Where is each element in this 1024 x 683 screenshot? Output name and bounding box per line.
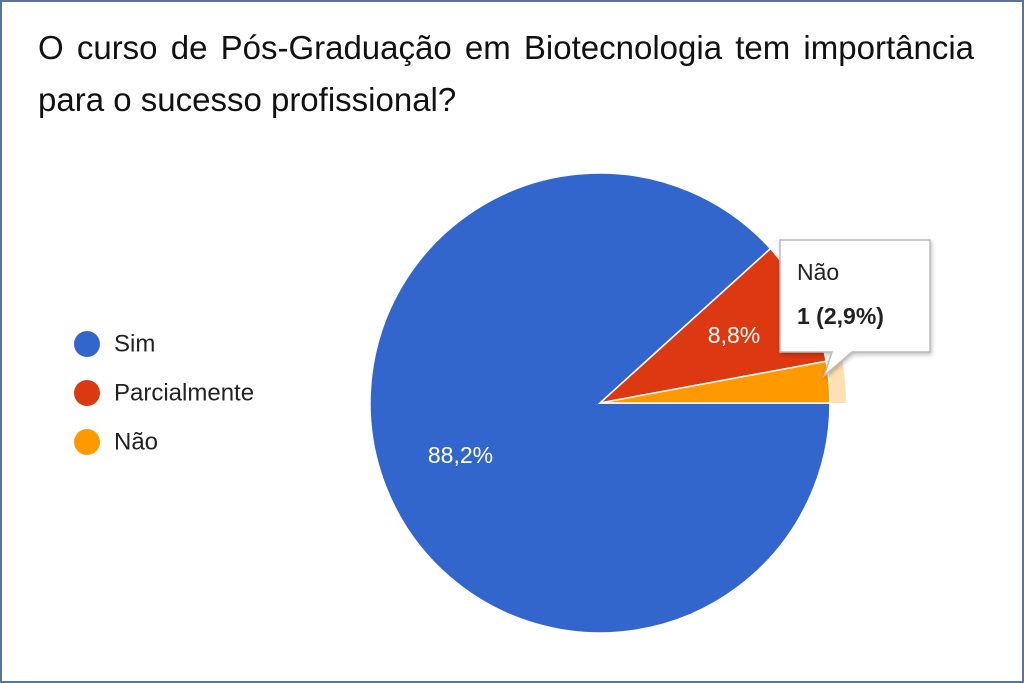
legend-label: Não xyxy=(114,428,158,455)
slice-label: 88,2% xyxy=(428,442,493,468)
legend-swatch xyxy=(74,331,100,357)
tooltip-title: Não xyxy=(797,259,839,285)
tooltip-box xyxy=(779,239,931,379)
chart-title: O curso de Pós-Graduação em Biotecnologi… xyxy=(38,29,974,118)
legend-label: Parcialmente xyxy=(114,379,254,406)
slice-label: 8,8% xyxy=(708,322,760,348)
tooltip: Não 1 (2,9%) xyxy=(779,239,931,379)
legend-swatch xyxy=(74,380,100,406)
legend-swatch xyxy=(74,429,100,455)
legend-label: Sim xyxy=(114,330,155,357)
pie-slice xyxy=(599,360,831,404)
tooltip-text: 1 (2,9%) xyxy=(797,303,884,329)
